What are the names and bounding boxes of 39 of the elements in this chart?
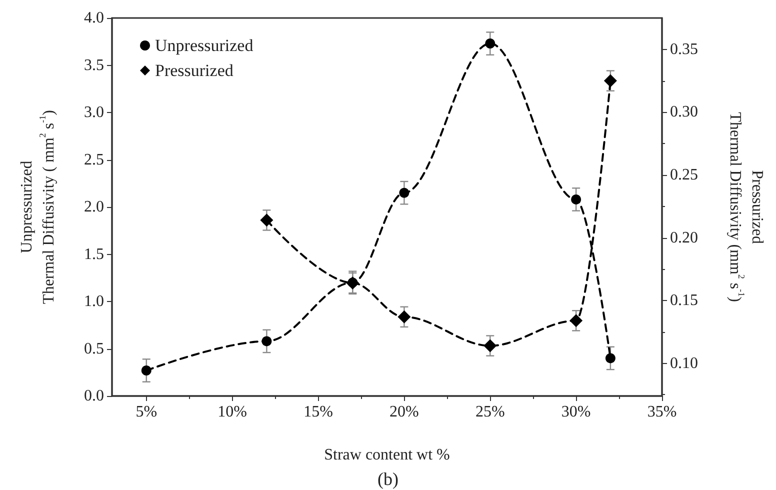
legend-label: Unpressurized <box>155 36 254 55</box>
y-tick-label: 3.0 <box>84 104 104 121</box>
point <box>605 353 616 364</box>
y2-tick-label: 0.20 <box>670 229 698 246</box>
y-tick-label: 0.5 <box>84 340 104 358</box>
text: (b) <box>378 469 399 489</box>
x-tick-label: 30% <box>561 404 591 420</box>
legend-label: Pressurized <box>155 61 234 80</box>
x-tick-label: 20% <box>390 404 419 420</box>
y2-axis-title: Pressurized Thermal Diffusivity (mm2 s-1) <box>726 112 766 302</box>
point <box>262 336 272 346</box>
point <box>399 188 410 198</box>
y-tick-label: 1.0 <box>84 293 104 310</box>
point <box>398 310 411 324</box>
y2-tick-label: 0.30 <box>670 104 698 121</box>
point <box>485 38 496 49</box>
y2-tick-label: 0.35 <box>670 40 698 58</box>
point <box>571 194 582 204</box>
y2-tick-label: 0.10 <box>670 354 698 372</box>
y-tick-label: 4.0 <box>84 10 104 26</box>
y2-tick-label: 0.25 <box>670 166 698 184</box>
x-tick-label: 10% <box>218 404 247 420</box>
x-tick-label: 25% <box>475 404 505 420</box>
x-axis-title: Straw content wt % <box>324 446 450 464</box>
point <box>141 365 152 376</box>
point <box>484 339 497 352</box>
y-axis-title: Unpressurized Thermal Diffusivity ( mm2 s-1) <box>18 110 58 304</box>
y-tick-label: 2.5 <box>84 151 104 168</box>
y-tick-label: 0.0 <box>84 388 104 404</box>
x-tick-label: 35% <box>647 404 677 420</box>
point <box>260 214 274 227</box>
point <box>570 314 583 328</box>
x-tick-label: 5% <box>136 404 158 420</box>
y2-tick-label: 0.15 <box>670 292 698 310</box>
y-tick-label: 3.5 <box>84 56 104 74</box>
y-tick-label: 2.0 <box>84 198 104 216</box>
x-tick-label: 15% <box>304 404 333 420</box>
point <box>604 74 617 88</box>
y-tick-label: 1.5 <box>84 246 104 263</box>
